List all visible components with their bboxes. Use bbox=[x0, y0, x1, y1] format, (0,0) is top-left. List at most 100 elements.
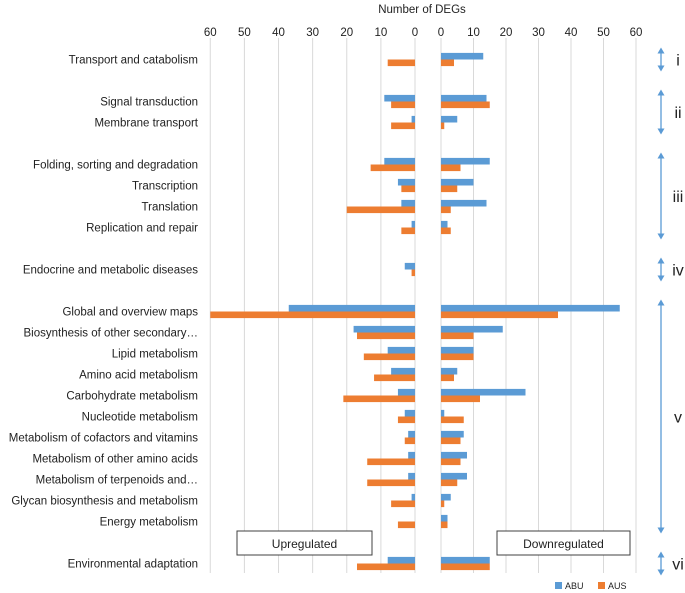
bar-aus-up bbox=[391, 101, 415, 109]
category-label: Amino acid metabolism bbox=[79, 370, 198, 382]
tick-label-left: 60 bbox=[204, 27, 217, 39]
bar-abu-up bbox=[397, 388, 415, 396]
bar-abu-down bbox=[441, 304, 620, 312]
bar-aus-up bbox=[401, 227, 415, 235]
tick-label-right: 40 bbox=[565, 27, 578, 39]
category-label: Lipid metabolism bbox=[112, 349, 198, 361]
tick-label-right: 20 bbox=[500, 27, 513, 39]
category-label: Energy metabolism bbox=[100, 517, 198, 529]
bar-abu-up bbox=[404, 262, 415, 270]
group-bracket: vi bbox=[657, 551, 684, 576]
group-bracket: ii bbox=[657, 89, 682, 135]
bar-aus-up bbox=[370, 164, 415, 172]
bar-abu-up bbox=[387, 556, 415, 564]
bar-aus-down bbox=[441, 122, 445, 130]
category-label: Transcription bbox=[132, 181, 198, 193]
bar-aus-down bbox=[441, 395, 480, 403]
bar-abu-up bbox=[404, 409, 415, 417]
bar-aus-up bbox=[401, 185, 415, 193]
upregulated-box: Upregulated bbox=[236, 530, 373, 556]
category-label: Metabolism of terpenoids and… bbox=[36, 475, 198, 487]
bar-aus-up bbox=[356, 563, 415, 571]
group-label: iii bbox=[673, 189, 684, 206]
bar-aus-down bbox=[441, 59, 454, 67]
upregulated-label: Upregulated bbox=[272, 537, 337, 551]
category-label: Biosynthesis of other secondary… bbox=[23, 328, 198, 340]
group-label: vi bbox=[672, 557, 684, 574]
legend-label-aus: AUS bbox=[608, 581, 627, 591]
bar-abu-up bbox=[411, 115, 415, 123]
bar-aus-down bbox=[441, 416, 464, 424]
bar-aus-down bbox=[441, 500, 445, 508]
bar-abu-down bbox=[441, 514, 448, 522]
bracket-arrow-down bbox=[657, 233, 665, 240]
bar-aus-down bbox=[441, 437, 461, 445]
bar-abu-down bbox=[441, 472, 467, 480]
bar-abu-down bbox=[441, 493, 451, 501]
bar-abu-down bbox=[441, 388, 526, 396]
group-label: i bbox=[676, 53, 680, 70]
bar-aus-up bbox=[411, 269, 415, 277]
bar-abu-up bbox=[408, 472, 415, 480]
bar-abu-up bbox=[384, 94, 415, 102]
chart-title: Number of DEGs bbox=[378, 4, 466, 16]
bar-abu-down bbox=[441, 430, 464, 438]
tick-labels-right: 0 10 20 30 40 50 60 bbox=[438, 27, 643, 39]
bar-aus-up bbox=[397, 521, 415, 529]
bar-abu-up bbox=[397, 178, 415, 186]
category-label: Replication and repair bbox=[86, 223, 198, 235]
bar-abu-up bbox=[411, 220, 415, 228]
category-label: Membrane transport bbox=[94, 118, 198, 130]
bar-abu-down bbox=[441, 157, 490, 165]
tick-label-right: 60 bbox=[630, 27, 643, 39]
category-label: Signal transduction bbox=[100, 97, 198, 109]
bar-abu-down bbox=[441, 556, 490, 564]
category-label: Global and overview maps bbox=[62, 307, 198, 319]
bracket-arrow-down bbox=[657, 128, 665, 135]
bar-abu-up bbox=[387, 346, 415, 354]
group-label: v bbox=[674, 410, 682, 427]
bar-aus-up bbox=[210, 311, 415, 319]
tick-label-right: 10 bbox=[467, 27, 480, 39]
category-label: Metabolism of cofactors and vitamins bbox=[9, 433, 198, 445]
bar-aus-up bbox=[374, 374, 415, 382]
tick-label-left: 0 bbox=[412, 27, 418, 39]
bar-aus-down bbox=[441, 479, 458, 487]
bar-abu-up bbox=[353, 325, 415, 333]
bars bbox=[210, 52, 620, 571]
bar-abu-up bbox=[411, 493, 415, 501]
tick-label-right: 0 bbox=[438, 27, 444, 39]
bar-aus-up bbox=[346, 206, 415, 214]
bar-aus-down bbox=[441, 521, 448, 529]
category-label: Transport and catabolism bbox=[69, 55, 198, 67]
tick-labels-left: 60 50 40 30 20 10 0 bbox=[204, 27, 418, 39]
bar-abu-down bbox=[441, 451, 467, 459]
group-bracket: v bbox=[657, 299, 682, 534]
downregulated-box: Downregulated bbox=[496, 530, 631, 556]
tick-label-left: 10 bbox=[374, 27, 387, 39]
bar-aus-up bbox=[397, 416, 415, 424]
bar-abu-up bbox=[391, 367, 415, 375]
bracket-arrow-down bbox=[657, 569, 665, 576]
bar-aus-down bbox=[441, 458, 461, 466]
bar-abu-down bbox=[441, 199, 487, 207]
category-label: Metabolism of other amino acids bbox=[32, 454, 198, 466]
bar-aus-down bbox=[441, 101, 490, 109]
bar-abu-up bbox=[408, 451, 415, 459]
bracket-arrow-up bbox=[657, 47, 665, 54]
bar-abu-down bbox=[441, 220, 448, 228]
bracket-arrow-down bbox=[657, 275, 665, 282]
bar-aus-down bbox=[441, 164, 461, 172]
bar-abu-down bbox=[441, 325, 503, 333]
bracket-arrow-up bbox=[657, 257, 665, 264]
tick-label-left: 30 bbox=[306, 27, 319, 39]
bracket-arrow-up bbox=[657, 551, 665, 558]
legend-swatch-abu bbox=[555, 582, 562, 589]
bracket-arrow-down bbox=[657, 527, 665, 534]
bar-aus-up bbox=[404, 437, 415, 445]
bar-aus-up bbox=[391, 500, 415, 508]
bar-abu-down bbox=[441, 115, 458, 123]
bar-abu-up bbox=[408, 430, 415, 438]
downregulated-label: Downregulated bbox=[523, 537, 604, 551]
